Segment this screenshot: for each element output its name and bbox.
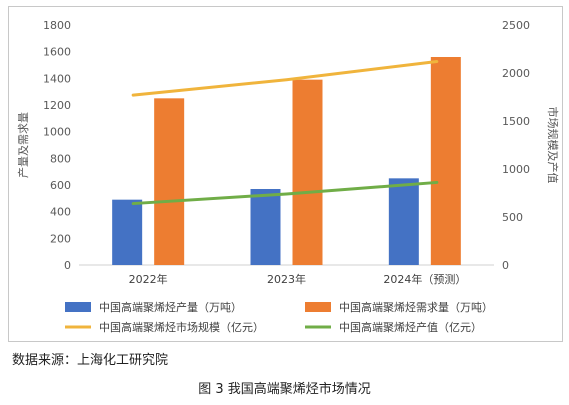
y-tick-label: 600: [50, 179, 71, 192]
y2-tick-label: 0: [502, 259, 509, 272]
legend-label: 中国高端聚烯烃产值（亿元）: [339, 320, 482, 334]
legend-label: 中国高端聚烯烃需求量（万吨）: [339, 300, 493, 314]
y-tick-label: 1800: [43, 19, 71, 32]
x-tick-label: 2023年: [267, 272, 306, 286]
bars-layer: [112, 57, 461, 266]
bar: [388, 178, 419, 265]
y-tick-label: 800: [50, 152, 71, 165]
y2-tick-label: 2500: [502, 19, 530, 32]
labels-layer: 2022年 2023年 2024年（预测）: [129, 272, 467, 286]
lines-layer: [131, 59, 439, 206]
legend-label: 中国高端聚烯烃市场规模（亿元）: [99, 320, 264, 334]
bar: [154, 98, 185, 265]
y2-tick-label: 500: [502, 211, 523, 224]
bar: [292, 79, 323, 266]
axes-layer: 0 200 400 600 800 1000 1200 1400 1600 1800 0 500 100…: [16, 19, 560, 272]
y-tick-label: 1400: [43, 72, 71, 85]
y2-axis-title: 市场规模及产值: [546, 107, 560, 184]
x-tick-label: 2024年（预测）: [383, 272, 466, 286]
source-note: 数据来源：上海化工研究院: [12, 353, 169, 368]
series-line: [131, 59, 439, 97]
legend-swatch: [65, 302, 91, 312]
legend-swatch: [305, 302, 331, 312]
series-line: [131, 180, 439, 206]
y-tick-label: 1600: [43, 46, 71, 59]
y2-tick-label: 1000: [502, 163, 530, 176]
y-axis-title: 产量及需求量: [16, 112, 30, 178]
y2-tick-label: 2000: [502, 67, 530, 80]
x-tick-label: 2022年: [129, 272, 168, 286]
y-tick-label: 1200: [43, 99, 71, 112]
bar: [112, 199, 143, 265]
y2-tick-label: 1500: [502, 115, 530, 128]
y-tick-label: 200: [50, 232, 71, 245]
chart-frame: 0 200 400 600 800 1000 1200 1400 1600 1800 0 500 100…: [8, 6, 563, 342]
legend-layer: 中国高端聚烯烃产量（万吨） 中国高端聚烯烃需求量（万吨） 中国高端聚烯烃市场规模（亿…: [65, 300, 493, 334]
y-tick-label: 400: [50, 206, 71, 219]
chart-svg: 0 200 400 600 800 1000 1200 1400 1600 1800 0 500 100…: [16, 19, 560, 334]
y-tick-label: 1000: [43, 126, 71, 139]
bar: [430, 57, 461, 265]
figure-caption: 图 3 我国高端聚烯烃市场情况: [198, 382, 371, 397]
bar: [250, 189, 281, 265]
legend-label: 中国高端聚烯烃产量（万吨）: [99, 300, 242, 314]
y-tick-label: 0: [64, 259, 71, 272]
